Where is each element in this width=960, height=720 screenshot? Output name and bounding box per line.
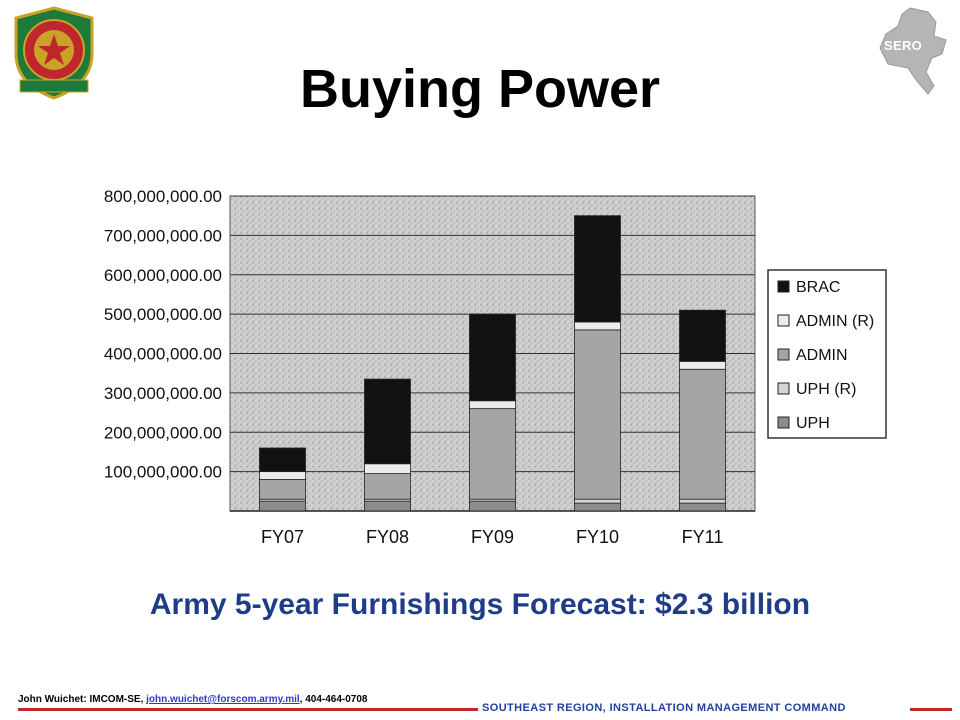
legend-swatch — [777, 348, 790, 361]
legend-label: ADMIN — [796, 347, 848, 364]
bar-segment — [574, 321, 621, 331]
email-link[interactable]: john.wuichet@forscom.army.mil — [146, 694, 300, 705]
bar-segment — [469, 400, 516, 410]
x-tick-label: FY07 — [261, 527, 304, 547]
bar-segment — [364, 473, 411, 500]
y-tick-label: 600,000,000.00 — [104, 266, 222, 285]
sero-label: SERO — [884, 38, 923, 53]
bar-segment — [679, 498, 726, 504]
bar-segment — [574, 329, 621, 500]
x-tick-label: FY08 — [366, 527, 409, 547]
legend-swatch — [777, 280, 790, 293]
legend-label: BRAC — [796, 279, 840, 296]
bar-segment — [679, 368, 726, 500]
y-tick-label: 300,000,000.00 — [104, 384, 222, 403]
sero-region-map-icon — [876, 6, 954, 96]
bar-segment — [364, 500, 411, 512]
legend-swatch — [777, 314, 790, 327]
stacked-bar-chart: 100,000,000.00 200,000,000.00 300,000,000.… — [104, 187, 887, 547]
forecast-subtitle: Army 5-year Furnishings Forecast: $2.3 b… — [149, 588, 811, 621]
bar-segment — [574, 215, 621, 323]
bar-segment — [364, 378, 411, 465]
y-tick-label: 200,000,000.00 — [104, 423, 222, 442]
x-tick-label: FY11 — [682, 527, 724, 547]
footer-organization: SOUTHEAST REGION, INSTALLATION MANAGEMEN… — [482, 702, 846, 714]
bar-segment — [679, 502, 726, 512]
y-tick-label: 100,000,000.00 — [104, 463, 222, 482]
legend-label: UPH — [796, 415, 830, 432]
bar-segment — [259, 471, 306, 480]
bar-segment — [469, 500, 516, 512]
bar-segment — [679, 309, 726, 362]
bar-segment — [574, 502, 621, 512]
x-tick-label: FY09 — [471, 527, 514, 547]
legend-swatch — [777, 416, 790, 429]
imcom-insignia-logo — [6, 4, 102, 100]
y-tick-label: 800,000,000.00 — [104, 187, 222, 206]
footer-divider-left — [18, 708, 478, 711]
bar-segment — [469, 408, 516, 500]
page-title: Buying Power — [299, 59, 661, 119]
y-tick-label: 700,000,000.00 — [104, 226, 222, 245]
legend-label: ADMIN (R) — [796, 313, 874, 330]
footer-contact-phone: , 404-464-0708 — [299, 694, 368, 705]
bar-segment — [259, 447, 306, 473]
x-tick-label: FY10 — [576, 527, 619, 547]
bar-segment — [259, 500, 306, 512]
bar-segment — [679, 360, 726, 370]
y-tick-label: 400,000,000.00 — [104, 345, 222, 364]
bar-segment — [574, 498, 621, 504]
y-tick-label: 500,000,000.00 — [104, 305, 222, 324]
bar-segment — [259, 479, 306, 500]
footer-contact: John Wuichet: IMCOM-SE, john.wuichet@for… — [18, 694, 367, 705]
bar-segment — [469, 313, 516, 402]
legend-label: UPH (R) — [796, 381, 856, 398]
footer-contact-prefix: John Wuichet: IMCOM-SE, — [18, 694, 147, 705]
legend-swatch — [777, 382, 790, 395]
bar-segment — [364, 463, 411, 474]
footer-divider-right — [910, 708, 952, 711]
